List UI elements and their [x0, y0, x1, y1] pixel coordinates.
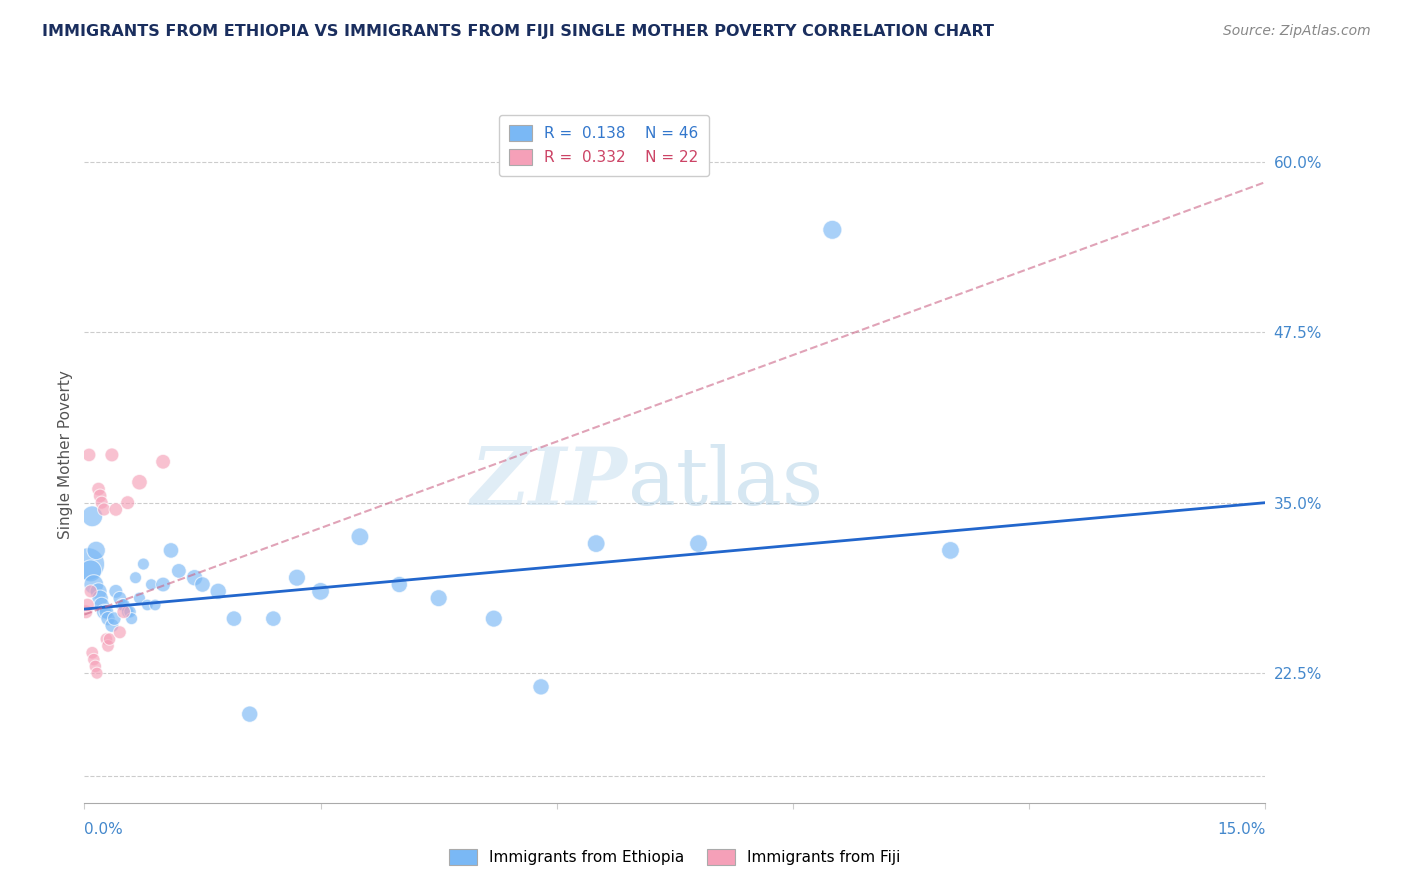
Point — [108, 591, 131, 606]
Text: 0.0%: 0.0% — [84, 822, 124, 837]
Point — [101, 448, 124, 462]
Point — [124, 571, 146, 585]
Point — [121, 612, 143, 626]
Point — [86, 666, 108, 681]
Point — [83, 577, 105, 591]
Point — [939, 543, 962, 558]
Point — [141, 577, 163, 591]
Point — [118, 605, 141, 619]
Point — [103, 612, 125, 626]
Point — [87, 584, 110, 599]
Point — [84, 543, 107, 558]
Point — [128, 591, 150, 606]
Point — [75, 605, 97, 619]
Point — [262, 612, 284, 626]
Point — [152, 577, 174, 591]
Point — [77, 557, 100, 571]
Point — [104, 502, 127, 516]
Point — [427, 591, 450, 606]
Point — [388, 577, 411, 591]
Point — [117, 496, 139, 510]
Point — [152, 455, 174, 469]
Point — [112, 605, 135, 619]
Point — [79, 564, 101, 578]
Point — [117, 605, 139, 619]
Point — [136, 598, 159, 612]
Point — [77, 448, 100, 462]
Legend: R =  0.138    N = 46, R =  0.332    N = 22: R = 0.138 N = 46, R = 0.332 N = 22 — [499, 115, 710, 176]
Point — [97, 639, 120, 653]
Point — [112, 598, 135, 612]
Point — [132, 557, 155, 571]
Point — [79, 584, 101, 599]
Point — [128, 475, 150, 490]
Y-axis label: Single Mother Poverty: Single Mother Poverty — [58, 370, 73, 540]
Text: ZIP: ZIP — [471, 444, 627, 522]
Point — [585, 536, 607, 550]
Point — [96, 632, 118, 646]
Point — [93, 502, 115, 516]
Point — [167, 564, 190, 578]
Point — [89, 591, 111, 606]
Point — [309, 584, 332, 599]
Point — [183, 571, 205, 585]
Point — [76, 598, 98, 612]
Point — [108, 625, 131, 640]
Text: IMMIGRANTS FROM ETHIOPIA VS IMMIGRANTS FROM FIJI SINGLE MOTHER POVERTY CORRELATI: IMMIGRANTS FROM ETHIOPIA VS IMMIGRANTS F… — [42, 24, 994, 39]
Point — [821, 223, 844, 237]
Point — [239, 707, 262, 722]
Point — [688, 536, 710, 550]
Point — [143, 598, 166, 612]
Point — [160, 543, 183, 558]
Text: atlas: atlas — [627, 443, 823, 522]
Point — [98, 632, 121, 646]
Point — [482, 612, 505, 626]
Legend: Immigrants from Ethiopia, Immigrants from Fiji: Immigrants from Ethiopia, Immigrants fro… — [443, 843, 907, 871]
Point — [97, 612, 120, 626]
Point — [82, 509, 104, 524]
Point — [191, 577, 214, 591]
Text: 15.0%: 15.0% — [1218, 822, 1265, 837]
Point — [87, 482, 110, 496]
Point — [111, 598, 134, 612]
Point — [285, 571, 308, 585]
Point — [530, 680, 553, 694]
Point — [207, 584, 229, 599]
Point — [104, 584, 127, 599]
Point — [90, 598, 112, 612]
Point — [349, 530, 371, 544]
Point — [90, 496, 112, 510]
Point — [82, 646, 104, 660]
Point — [93, 605, 115, 619]
Point — [84, 659, 107, 673]
Point — [83, 652, 105, 666]
Point — [89, 489, 111, 503]
Point — [96, 605, 118, 619]
Text: Source: ZipAtlas.com: Source: ZipAtlas.com — [1223, 24, 1371, 38]
Point — [101, 618, 124, 632]
Point — [222, 612, 245, 626]
